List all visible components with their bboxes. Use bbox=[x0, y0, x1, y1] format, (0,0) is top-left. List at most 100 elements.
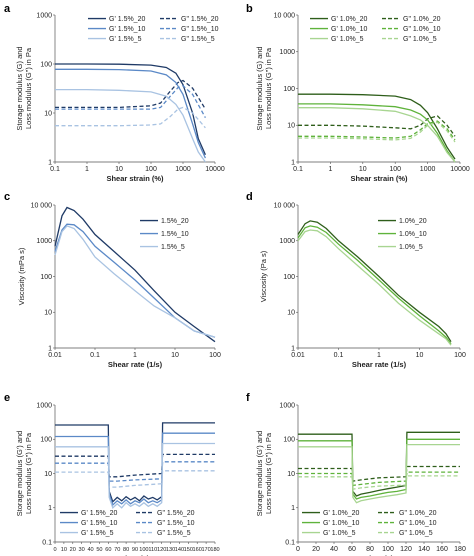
legend-label: G" 1.5%_10 bbox=[181, 26, 219, 33]
legend-b: G' 1.0%_20 G" 1.0%_20 G' 1.0%_10 G" 1.0%_10… bbox=[310, 16, 441, 43]
legend-label: G" 1.0%_5 bbox=[403, 36, 437, 43]
x-tick-label: 0.1 bbox=[50, 166, 60, 173]
x-tick-label: 1 bbox=[328, 166, 332, 173]
series-line-d-2 bbox=[297, 229, 452, 346]
x-tick-label: 1 bbox=[85, 166, 89, 173]
legend-label: G' 1.5%_20 bbox=[81, 510, 117, 517]
series-line-a-4 bbox=[55, 88, 206, 163]
legend-d: 1.0%_20 1.0%_10 1.0%_5 bbox=[378, 218, 427, 251]
x-tick-label: 50 bbox=[96, 547, 102, 553]
y-tick-label: 0.1 bbox=[42, 539, 52, 546]
series-line-b-0 bbox=[298, 93, 456, 160]
legend-label: G' 1.0%_20 bbox=[331, 16, 367, 23]
x-tick-label: 120 bbox=[400, 546, 412, 553]
y-tick-label: 100 bbox=[40, 274, 52, 281]
x-tick-label: 0.01 bbox=[48, 352, 62, 359]
panel-letter-a: a bbox=[4, 3, 11, 15]
legend-label: G' 1.5%_20 bbox=[109, 16, 145, 23]
panel-letter-f: f bbox=[246, 392, 250, 404]
x-tick-label: 1 bbox=[133, 352, 137, 359]
legend-label: G' 1.0%_5 bbox=[323, 530, 356, 537]
y-tick-label: 100 bbox=[283, 274, 295, 281]
series-line-a-2 bbox=[55, 68, 206, 159]
y-axis-title-line1: Storage modulus (G) and bbox=[255, 46, 264, 130]
y-tick-label: 0.1 bbox=[285, 539, 295, 546]
x-tick-label: 30 bbox=[79, 547, 85, 553]
y-axis-title-line2: Loss modulus (G") in Pa bbox=[24, 47, 33, 129]
x-tick-label: 90 bbox=[132, 547, 138, 553]
y-tick-label: 1 bbox=[291, 505, 295, 512]
x-tick-label: 10 bbox=[115, 166, 123, 173]
x-tick-label: 0.1 bbox=[293, 166, 303, 173]
y-tick-label: 1 bbox=[48, 159, 52, 166]
legend-label: G" 1.5%_5 bbox=[157, 530, 191, 537]
series-line-c-2 bbox=[54, 225, 216, 338]
series-line-d-1 bbox=[297, 225, 452, 345]
x-tick-label: 100 bbox=[454, 352, 466, 359]
x-tick-label: 110 bbox=[148, 547, 157, 553]
legend-label: G' 1.5%_5 bbox=[109, 36, 142, 43]
legend-label: G' 1.5%_5 bbox=[81, 530, 114, 537]
legend-label: G' 1.5%_10 bbox=[109, 26, 145, 33]
x-tick-label: 10000 bbox=[450, 166, 470, 173]
y-axis-title-line2: Loss modulus (G") in Pa bbox=[24, 432, 33, 514]
legend-label: G" 1.0%_10 bbox=[399, 520, 437, 527]
legend-label: 1.0%_5 bbox=[399, 244, 423, 251]
series-line-b-3 bbox=[298, 120, 456, 141]
y-tick-label: 1000 bbox=[279, 402, 295, 409]
series-line-e-1 bbox=[55, 453, 215, 478]
legend-label: G' 1.0%_20 bbox=[323, 510, 359, 517]
x-tick-label: 100 bbox=[382, 546, 394, 553]
legend-label: 1.5%_5 bbox=[161, 244, 185, 251]
x-tick-label: 100 bbox=[139, 547, 148, 553]
x-tick-label: 60 bbox=[348, 546, 356, 553]
x-tick-label: 10 bbox=[171, 352, 179, 359]
series-line-f-5 bbox=[298, 475, 460, 490]
x-tick-label: 20 bbox=[70, 547, 76, 553]
x-tick-label: 160 bbox=[193, 547, 202, 553]
x-tick-label: 0 bbox=[296, 546, 300, 553]
panel-letter-e: e bbox=[4, 392, 10, 404]
x-tick-label: 150 bbox=[184, 547, 193, 553]
legend-label: G" 1.5%_20 bbox=[157, 510, 195, 517]
x-axis-title: Shear strain (%) bbox=[350, 174, 408, 183]
series-line-d-0 bbox=[297, 220, 452, 343]
x-tick-label: 1 bbox=[377, 352, 381, 359]
y-tick-label: 1000 bbox=[36, 238, 52, 245]
y-tick-label: 100 bbox=[40, 437, 52, 444]
legend-label: G" 1.0%_20 bbox=[399, 510, 437, 517]
x-tick-label: 100 bbox=[389, 166, 401, 173]
y-tick-label: 1 bbox=[48, 505, 52, 512]
x-tick-label: 40 bbox=[330, 546, 338, 553]
x-tick-label: 10 bbox=[359, 166, 367, 173]
series-line-c-0 bbox=[54, 206, 216, 343]
legend-c: 1.5%_20 1.5%_10 1.5%_5 bbox=[140, 218, 189, 251]
legend-a: G' 1.5%_20 G" 1.5%_20 G' 1.5%_10 G" 1.5%_10… bbox=[88, 16, 219, 43]
x-tick-label: 0.01 bbox=[291, 352, 305, 359]
x-tick-label: 180 bbox=[210, 547, 219, 553]
legend-label: 1.5%_20 bbox=[161, 218, 189, 225]
legend-label: G' 1.0%_10 bbox=[323, 520, 359, 527]
panel-letter-c: c bbox=[4, 191, 10, 203]
series-line-e-5 bbox=[55, 470, 215, 488]
series-line-b-2 bbox=[298, 103, 456, 163]
x-tick-label: 0.1 bbox=[90, 352, 100, 359]
legend-label: 1.0%_20 bbox=[399, 218, 427, 225]
y-tick-label: 100 bbox=[283, 437, 295, 444]
x-tick-label: 130 bbox=[166, 547, 175, 553]
series-line-f-3 bbox=[298, 471, 460, 487]
y-axis-title-line1: Storage modulus (G) and bbox=[15, 46, 24, 130]
series-line-a-0 bbox=[55, 63, 206, 156]
x-tick-label: 70 bbox=[114, 547, 120, 553]
series-line-e-3 bbox=[55, 461, 215, 482]
x-tick-label: 120 bbox=[157, 547, 166, 553]
y-tick-label: 1 bbox=[291, 159, 295, 166]
series-line-c-1 bbox=[54, 223, 216, 338]
x-tick-label: 80 bbox=[366, 546, 374, 553]
x-tick-label: 100 bbox=[145, 166, 157, 173]
y-tick-label: 10 bbox=[44, 110, 52, 117]
y-tick-label: 10 000 bbox=[31, 202, 53, 209]
y-axis-title-line1: Storage modulus (G') and bbox=[255, 431, 264, 517]
x-axis-title: Shear rate (1/s) bbox=[108, 360, 163, 369]
